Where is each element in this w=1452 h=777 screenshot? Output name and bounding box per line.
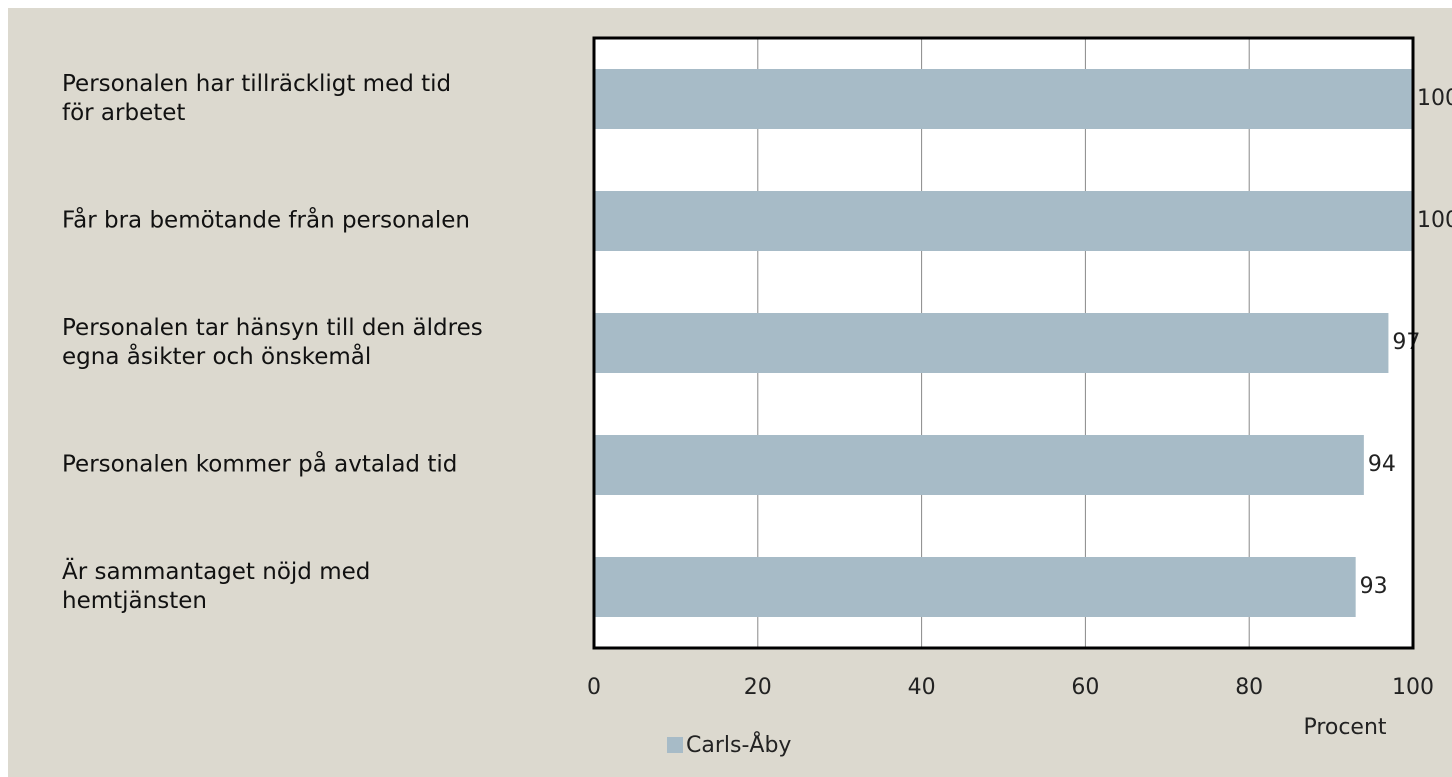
x-tick-label: 80 — [1235, 675, 1263, 700]
data-label: 100 — [1417, 86, 1452, 111]
legend-label: Carls-Åby — [686, 731, 791, 758]
y-tick-label: Personalen kommer på avtalad tid — [62, 451, 458, 478]
data-label: 97 — [1392, 330, 1420, 355]
x-tick-label: 40 — [908, 675, 936, 700]
bar — [594, 313, 1389, 373]
data-label: 94 — [1368, 452, 1396, 477]
bar — [594, 435, 1364, 495]
bar — [594, 557, 1356, 617]
y-tick-label: Är sammantaget nöjd med hemtjänsten — [62, 559, 371, 614]
data-label: 93 — [1360, 574, 1388, 599]
y-tick-label: Får bra bemötande från personalen — [62, 207, 471, 234]
x-axis-label: Procent — [1303, 715, 1386, 740]
x-tick-label: 100 — [1392, 675, 1434, 700]
x-tick-label: 0 — [587, 675, 601, 700]
legend-swatch — [667, 737, 683, 753]
bar — [594, 69, 1413, 129]
x-tick-label: 60 — [1071, 675, 1099, 700]
y-tick-label: Personalen har tillräckligt med tid för … — [62, 71, 452, 126]
bar — [594, 191, 1413, 251]
x-tick-label: 20 — [744, 675, 772, 700]
data-label: 100 — [1417, 208, 1452, 233]
y-tick-label: Personalen tar hänsyn till den äldres eg… — [62, 315, 483, 370]
plot-border — [592, 36, 1415, 650]
